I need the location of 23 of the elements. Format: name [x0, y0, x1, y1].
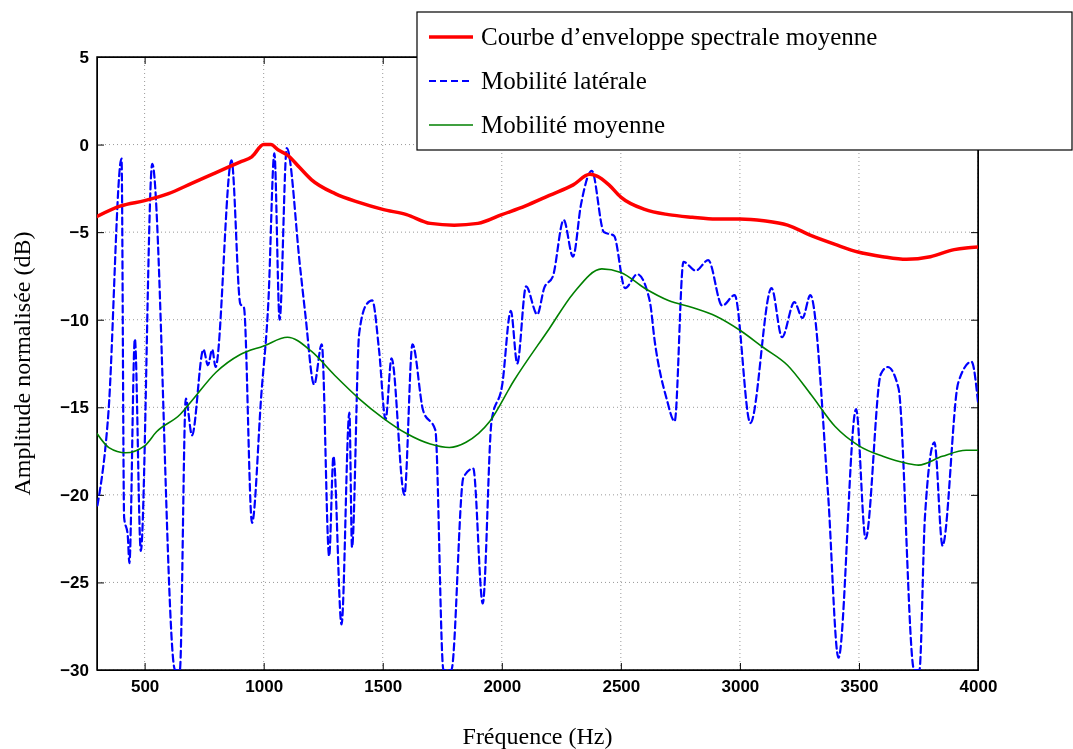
y-tick-label: −5 [69, 223, 89, 243]
legend-label: Mobilité moyenne [481, 111, 665, 138]
x-tick-label: 3500 [840, 677, 879, 697]
y-tick-label: −10 [60, 310, 89, 330]
y-tick-label: −25 [60, 573, 89, 593]
legend-label: Courbe d’enveloppe spectrale moyenne [481, 23, 878, 50]
x-tick-label: 2000 [483, 677, 522, 697]
y-tick-label: −15 [60, 398, 89, 418]
x-tick-label: 2500 [602, 677, 641, 697]
y-tick-label: 0 [79, 135, 89, 155]
y-tick-label: −30 [60, 660, 89, 680]
x-tick-label: 1000 [245, 677, 284, 697]
line-series [97, 142, 978, 262]
legend-label: Mobilité latérale [481, 67, 647, 94]
x-tick-label: 1500 [364, 677, 403, 697]
x-axis-title: Fréquence (Hz) [462, 723, 613, 749]
y-tick-label: 5 [79, 47, 89, 67]
x-tick-label: 3000 [721, 677, 760, 697]
y-tick-label: −20 [60, 485, 89, 505]
x-tick-label: 4000 [959, 677, 998, 697]
line-series [97, 268, 978, 466]
x-tick-label: 500 [130, 677, 160, 697]
y-axis-title: Amplitude normalisée (dB) [9, 231, 35, 496]
